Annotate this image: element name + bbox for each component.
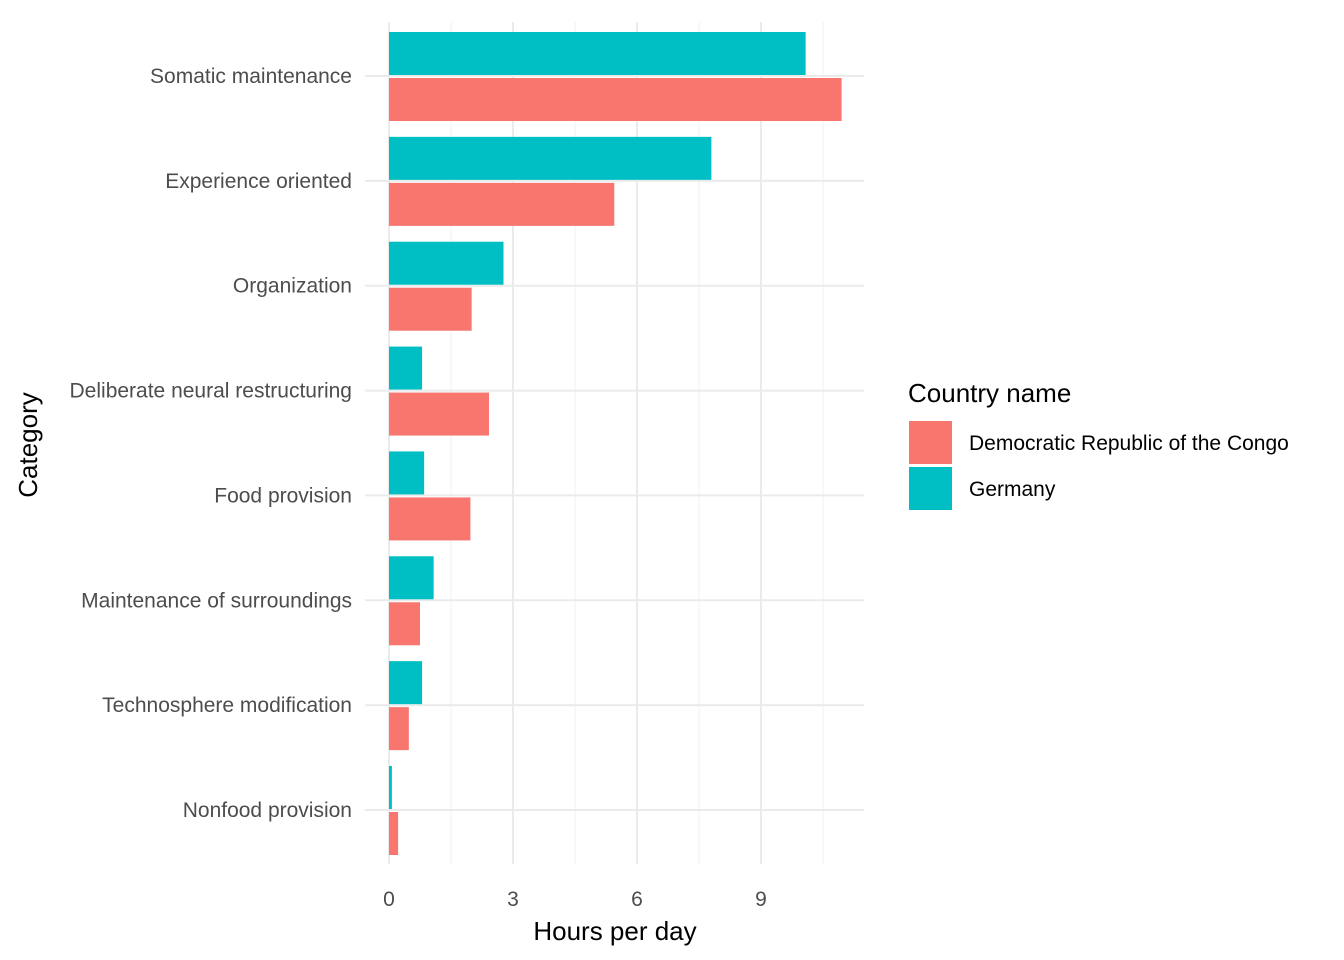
bar-germany [389, 451, 425, 495]
bar-layer [389, 32, 842, 855]
bar-drc [389, 182, 615, 226]
y-tick-label: Somatic maintenance [150, 65, 352, 88]
y-tick-label: Organization [233, 275, 352, 298]
x-axis-tick-labels: 0 3 6 9 [383, 888, 767, 911]
bar-drc [389, 78, 842, 121]
y-axis-tick-labels: Somatic maintenance Experience oriented Or… [70, 65, 352, 822]
bar-drc [389, 287, 472, 331]
y-tick-label: Deliberate neural restructuring [70, 380, 352, 403]
bar-drc [389, 707, 409, 751]
bar-germany [389, 661, 423, 705]
legend-label: Democratic Republic of the Congo [969, 432, 1289, 455]
x-tick-label: 0 [383, 888, 395, 911]
x-axis-title: Hours per day [533, 916, 696, 946]
legend-key [909, 467, 952, 510]
bar-drc [389, 497, 471, 541]
y-axis-title: Category [13, 392, 43, 498]
bar-drc [389, 602, 420, 646]
y-tick-label: Technosphere modification [102, 694, 352, 717]
legend-title: Country name [908, 378, 1071, 408]
y-tick-label: Maintenance of surroundings [81, 589, 352, 612]
x-tick-label: 6 [631, 888, 643, 911]
bar-germany [389, 241, 504, 285]
bar-germany [389, 765, 392, 809]
x-tick-label: 3 [507, 888, 519, 911]
y-tick-label: Nonfood provision [183, 799, 352, 822]
bar-drc [389, 811, 399, 855]
bar-germany [389, 346, 423, 390]
legend-label: Germany [969, 478, 1056, 501]
x-tick-label: 9 [755, 888, 767, 911]
bar-germany [389, 136, 712, 180]
bar-germany [389, 32, 806, 75]
legend-key [909, 421, 952, 464]
bar-germany [389, 556, 434, 600]
y-tick-label: Experience oriented [165, 170, 352, 193]
legend: Country name Democratic Republic of the … [908, 378, 1289, 510]
bar-drc [389, 392, 490, 436]
legend-items: Democratic Republic of the Congo Germany [909, 421, 1289, 510]
y-tick-label: Food provision [214, 484, 352, 507]
